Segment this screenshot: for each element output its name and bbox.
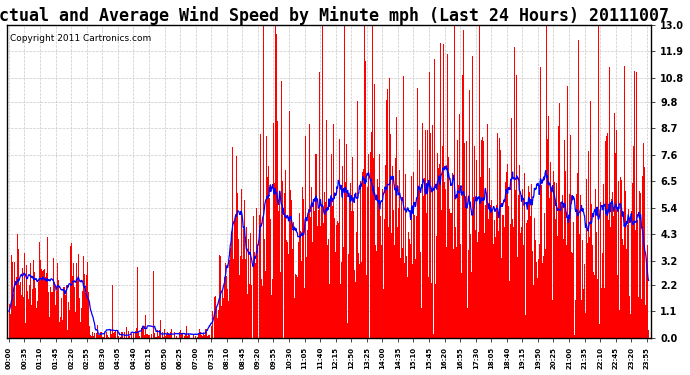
Title: Actual and Average Wind Speed by Minute mph (Last 24 Hours) 20111007: Actual and Average Wind Speed by Minute …: [0, 6, 669, 24]
Text: Copyright 2011 Cartronics.com: Copyright 2011 Cartronics.com: [10, 34, 151, 43]
